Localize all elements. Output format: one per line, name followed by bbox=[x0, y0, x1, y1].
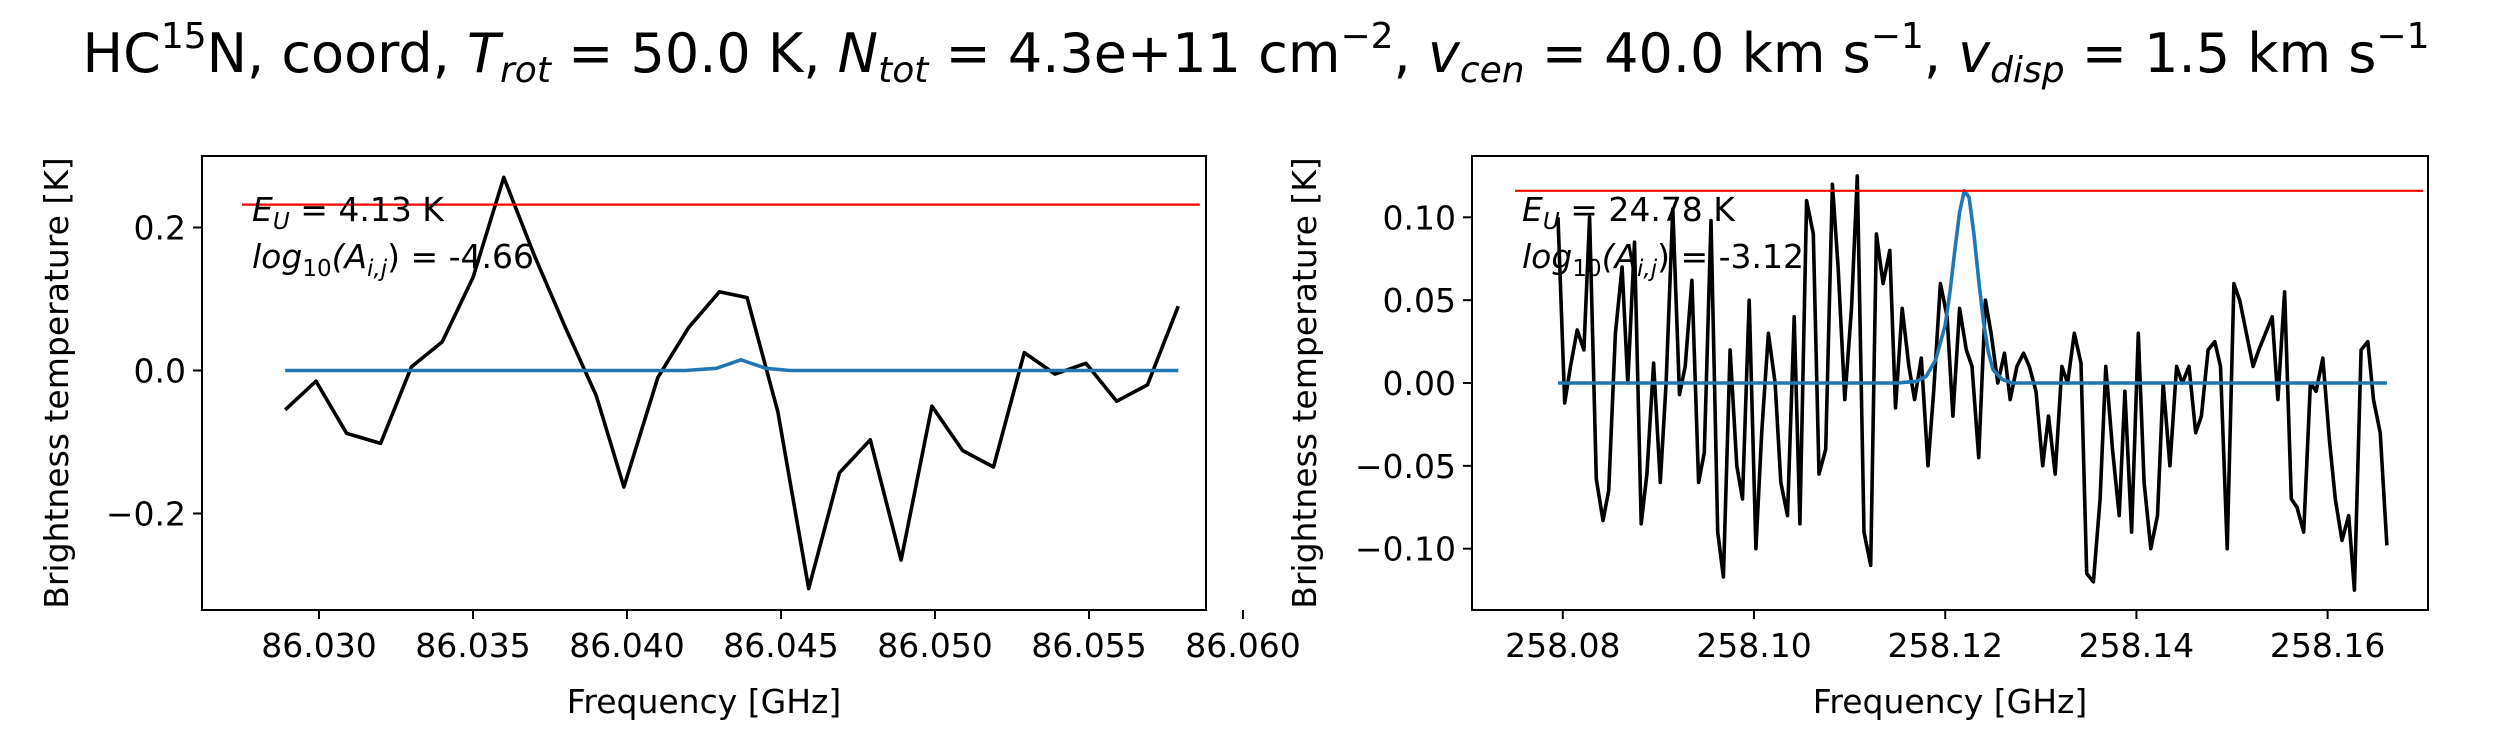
x-tick-label: 86.030 bbox=[261, 626, 376, 665]
observed-spectrum-line bbox=[1556, 174, 2389, 592]
x-tick-label: 86.055 bbox=[1031, 626, 1146, 665]
x-tick-label: 86.035 bbox=[415, 626, 530, 665]
x-axis-label: Frequency [GHz] bbox=[1813, 682, 2087, 721]
y-axis-label: Brightness temperature [K] bbox=[37, 157, 76, 609]
y-tick-label: 0.05 bbox=[1383, 281, 1456, 320]
x-tick-label: 258.14 bbox=[2079, 626, 2194, 665]
x-tick-label: 258.12 bbox=[1887, 626, 2002, 665]
einstein-a-annotation: log10(Ai,j) = -3.12 bbox=[1522, 237, 1804, 282]
panel-2: 258.08 258.10 258.12 258.14 258.16 −0.10 −0.05… bbox=[1285, 155, 2429, 721]
x-tick-label: 86.050 bbox=[877, 626, 992, 665]
y-tick-label: −0.05 bbox=[1355, 447, 1456, 486]
axes-frame bbox=[201, 155, 1207, 611]
einstein-a-annotation: log10(Ai,j) = -4.66 bbox=[252, 237, 534, 282]
x-tick-label: 86.045 bbox=[723, 626, 838, 665]
y-tick-label: 0.00 bbox=[1383, 364, 1456, 403]
x-tick-label: 258.08 bbox=[1505, 626, 1620, 665]
figure-title: HC15N, coord, Trot = 50.0 K, Ntot = 4.3e… bbox=[82, 16, 2430, 91]
y-tick-label: 0.10 bbox=[1383, 198, 1456, 237]
observed-spectrum-line bbox=[283, 175, 1180, 591]
y-tick-label: 0.2 bbox=[134, 208, 186, 247]
panel-1: 86.030 86.035 86.040 86.045 86.050 86.055 86.0… bbox=[37, 155, 1301, 721]
x-tick-label: 86.060 bbox=[1185, 626, 1300, 665]
x-tick-label: 258.16 bbox=[2270, 626, 2385, 665]
upper-energy-annotation: EU = 4.13 K bbox=[252, 190, 445, 235]
model-spectrum-line bbox=[285, 357, 1179, 373]
x-tick-label: 258.10 bbox=[1696, 626, 1811, 665]
x-tick-label: 86.040 bbox=[569, 626, 684, 665]
y-tick-label: 0.0 bbox=[134, 351, 186, 390]
x-axis-label: Frequency [GHz] bbox=[567, 682, 841, 721]
model-spectrum-line bbox=[1558, 189, 2387, 385]
y-axis-label: Brightness temperature [K] bbox=[1285, 157, 1324, 609]
upper-energy-annotation: EU = 24.78 K bbox=[1522, 190, 1736, 235]
y-tick-label: −0.2 bbox=[106, 494, 186, 533]
y-tick-label: −0.10 bbox=[1355, 530, 1456, 569]
